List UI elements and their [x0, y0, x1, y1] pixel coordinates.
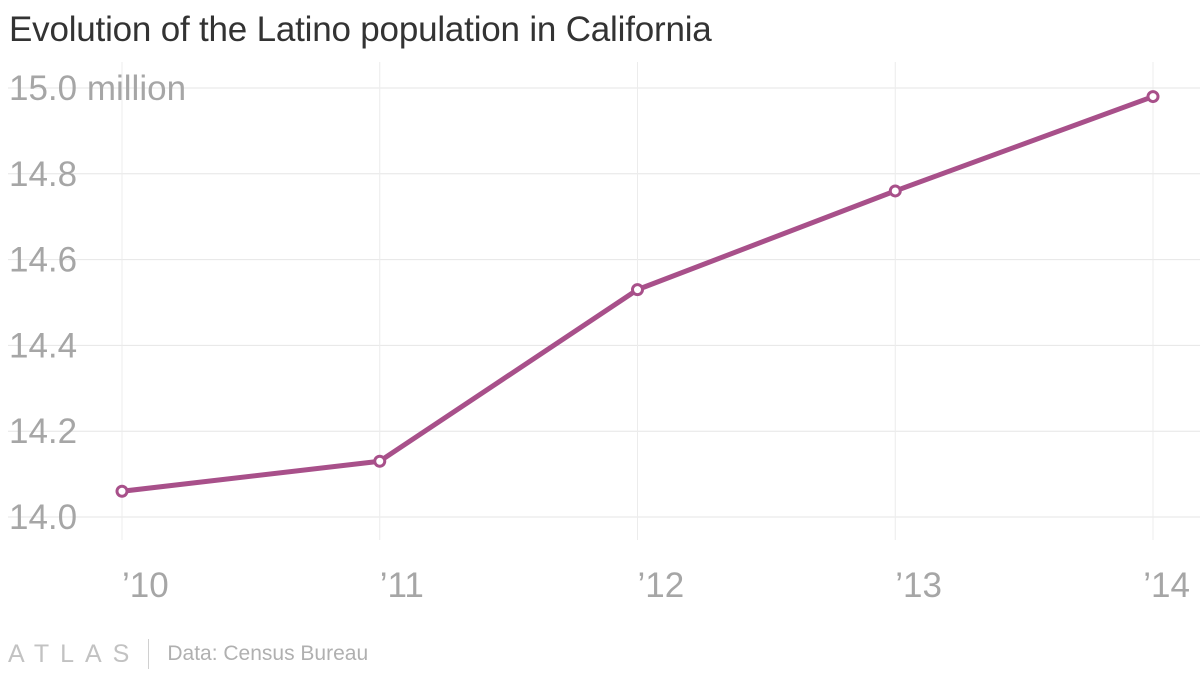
series	[115, 90, 1160, 498]
y-tick-label: 15.0 million	[9, 69, 186, 108]
chart-title: Evolution of the Latino population in Ca…	[9, 10, 712, 49]
x-tick-label: ’10	[122, 566, 169, 605]
y-tick-label: 14.6	[9, 241, 77, 280]
x-tick-label: ’14	[1143, 566, 1190, 605]
data-point	[888, 184, 902, 198]
footer: ATLAS Data: Census Bureau	[8, 638, 368, 670]
footer-divider	[148, 639, 150, 669]
axis-labels: 14.0 14.2 14.4 14.6 14.8 15.0 million ’10 ’11 ’1…	[9, 69, 1190, 605]
gridlines	[8, 62, 1200, 540]
data-point	[1146, 90, 1160, 104]
x-tick-label: ’13	[895, 566, 942, 605]
y-tick-label: 14.4	[9, 326, 77, 365]
y-tick-label: 14.0	[9, 498, 77, 537]
data-point	[631, 283, 644, 297]
data-point	[115, 484, 129, 498]
x-tick-label: ’12	[638, 566, 685, 605]
y-tick-label: 14.2	[9, 412, 77, 451]
data-point	[373, 454, 387, 468]
x-tick-label: ’11	[380, 566, 424, 605]
data-source: Data: Census Bureau	[167, 642, 369, 665]
y-tick-label: 14.8	[9, 155, 77, 194]
atlas-logo: ATLAS	[8, 639, 141, 668]
